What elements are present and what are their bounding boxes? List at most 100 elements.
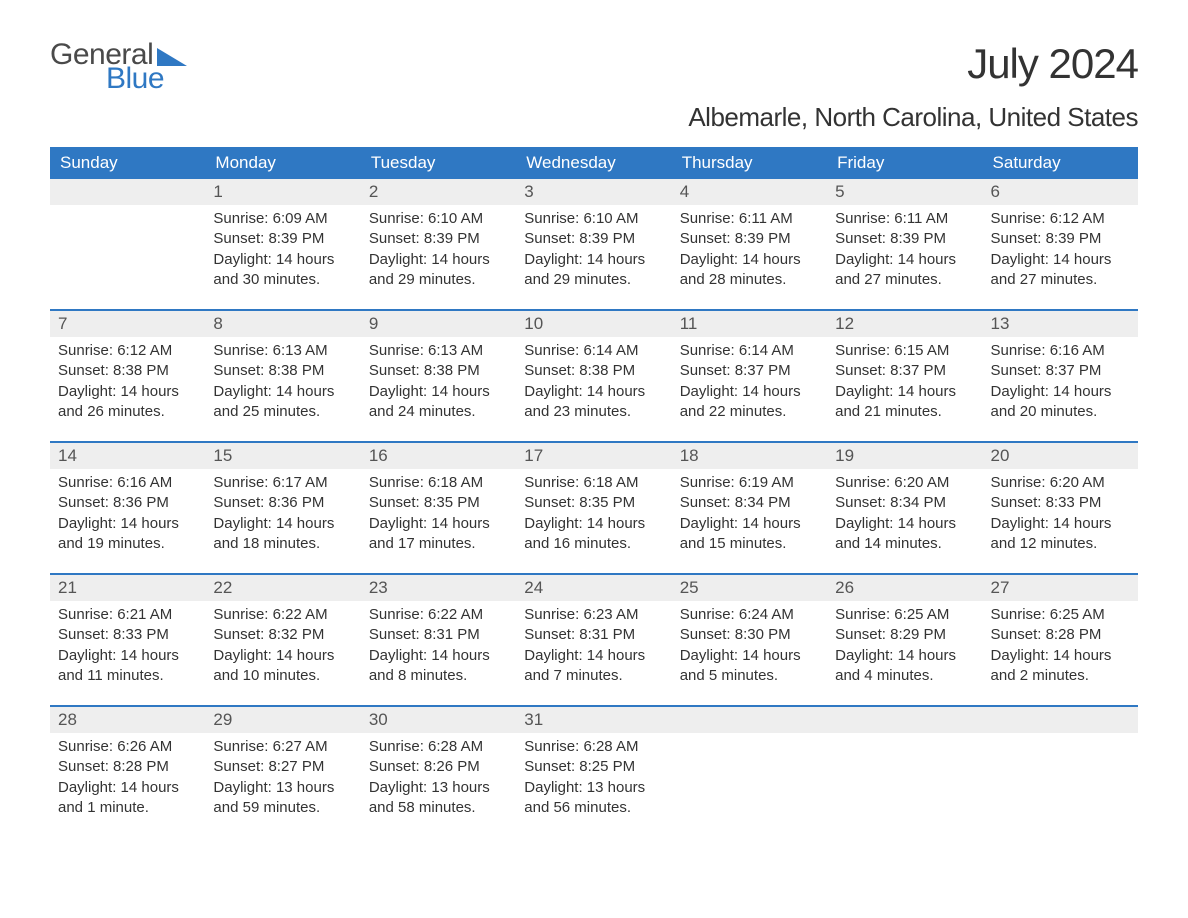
sunrise-text: Sunrise: 6:18 AM [524, 473, 663, 493]
day-details: Sunrise: 6:13 AMSunset: 8:38 PMDaylight:… [361, 337, 516, 422]
day-details: Sunrise: 6:22 AMSunset: 8:31 PMDaylight:… [361, 601, 516, 686]
day-header-cell: Sunday [50, 147, 205, 179]
sunset-text: Sunset: 8:35 PM [369, 493, 508, 513]
sunset-text: Sunset: 8:30 PM [680, 625, 819, 645]
day-number: 26 [827, 575, 982, 601]
day-number: 7 [50, 311, 205, 337]
calendar-cell: 23Sunrise: 6:22 AMSunset: 8:31 PMDayligh… [361, 575, 516, 705]
calendar-cell [50, 179, 205, 309]
day-details: Sunrise: 6:10 AMSunset: 8:39 PMDaylight:… [516, 205, 671, 290]
daylight-text: Daylight: 14 hours and 21 minutes. [835, 382, 974, 423]
sunrise-text: Sunrise: 6:10 AM [524, 209, 663, 229]
day-details: Sunrise: 6:13 AMSunset: 8:38 PMDaylight:… [205, 337, 360, 422]
sunset-text: Sunset: 8:39 PM [835, 229, 974, 249]
sunrise-text: Sunrise: 6:14 AM [680, 341, 819, 361]
daylight-text: Daylight: 14 hours and 19 minutes. [58, 514, 197, 555]
day-details: Sunrise: 6:11 AMSunset: 8:39 PMDaylight:… [827, 205, 982, 290]
day-details: Sunrise: 6:28 AMSunset: 8:25 PMDaylight:… [516, 733, 671, 818]
calendar: Sunday Monday Tuesday Wednesday Thursday… [50, 147, 1138, 837]
day-number: 28 [50, 707, 205, 733]
day-number: 27 [983, 575, 1138, 601]
daylight-text: Daylight: 14 hours and 5 minutes. [680, 646, 819, 687]
day-details: Sunrise: 6:14 AMSunset: 8:38 PMDaylight:… [516, 337, 671, 422]
sunset-text: Sunset: 8:38 PM [213, 361, 352, 381]
day-details: Sunrise: 6:23 AMSunset: 8:31 PMDaylight:… [516, 601, 671, 686]
day-number: 2 [361, 179, 516, 205]
sunset-text: Sunset: 8:34 PM [835, 493, 974, 513]
day-header-row: Sunday Monday Tuesday Wednesday Thursday… [50, 147, 1138, 179]
sunrise-text: Sunrise: 6:28 AM [369, 737, 508, 757]
daylight-text: Daylight: 14 hours and 28 minutes. [680, 250, 819, 291]
calendar-cell [827, 707, 982, 837]
sunrise-text: Sunrise: 6:20 AM [991, 473, 1130, 493]
day-details: Sunrise: 6:18 AMSunset: 8:35 PMDaylight:… [516, 469, 671, 554]
calendar-cell [983, 707, 1138, 837]
day-number: 5 [827, 179, 982, 205]
daylight-text: Daylight: 14 hours and 2 minutes. [991, 646, 1130, 687]
sunrise-text: Sunrise: 6:23 AM [524, 605, 663, 625]
daylight-text: Daylight: 14 hours and 30 minutes. [213, 250, 352, 291]
calendar-cell: 26Sunrise: 6:25 AMSunset: 8:29 PMDayligh… [827, 575, 982, 705]
daylight-text: Daylight: 14 hours and 11 minutes. [58, 646, 197, 687]
calendar-cell: 4Sunrise: 6:11 AMSunset: 8:39 PMDaylight… [672, 179, 827, 309]
daylight-text: Daylight: 14 hours and 4 minutes. [835, 646, 974, 687]
sunrise-text: Sunrise: 6:13 AM [213, 341, 352, 361]
day-header-cell: Thursday [672, 147, 827, 179]
sunset-text: Sunset: 8:26 PM [369, 757, 508, 777]
daylight-text: Daylight: 13 hours and 58 minutes. [369, 778, 508, 819]
sunrise-text: Sunrise: 6:21 AM [58, 605, 197, 625]
daylight-text: Daylight: 14 hours and 22 minutes. [680, 382, 819, 423]
sunrise-text: Sunrise: 6:22 AM [369, 605, 508, 625]
sunrise-text: Sunrise: 6:11 AM [835, 209, 974, 229]
sunrise-text: Sunrise: 6:22 AM [213, 605, 352, 625]
calendar-cell: 9Sunrise: 6:13 AMSunset: 8:38 PMDaylight… [361, 311, 516, 441]
sunset-text: Sunset: 8:37 PM [991, 361, 1130, 381]
sunset-text: Sunset: 8:31 PM [369, 625, 508, 645]
daylight-text: Daylight: 14 hours and 16 minutes. [524, 514, 663, 555]
day-number: 24 [516, 575, 671, 601]
daylight-text: Daylight: 14 hours and 27 minutes. [835, 250, 974, 291]
calendar-cell: 11Sunrise: 6:14 AMSunset: 8:37 PMDayligh… [672, 311, 827, 441]
day-details: Sunrise: 6:14 AMSunset: 8:37 PMDaylight:… [672, 337, 827, 422]
calendar-cell: 1Sunrise: 6:09 AMSunset: 8:39 PMDaylight… [205, 179, 360, 309]
calendar-cell: 5Sunrise: 6:11 AMSunset: 8:39 PMDaylight… [827, 179, 982, 309]
logo: General Blue [50, 40, 187, 94]
sunrise-text: Sunrise: 6:27 AM [213, 737, 352, 757]
sunset-text: Sunset: 8:27 PM [213, 757, 352, 777]
sunrise-text: Sunrise: 6:18 AM [369, 473, 508, 493]
daylight-text: Daylight: 14 hours and 12 minutes. [991, 514, 1130, 555]
daylight-text: Daylight: 14 hours and 29 minutes. [369, 250, 508, 291]
sunset-text: Sunset: 8:38 PM [369, 361, 508, 381]
daylight-text: Daylight: 14 hours and 29 minutes. [524, 250, 663, 291]
daylight-text: Daylight: 14 hours and 10 minutes. [213, 646, 352, 687]
calendar-week: 1Sunrise: 6:09 AMSunset: 8:39 PMDaylight… [50, 179, 1138, 309]
day-header-cell: Friday [827, 147, 982, 179]
location-subtitle: Albemarle, North Carolina, United States [50, 102, 1138, 133]
day-details: Sunrise: 6:15 AMSunset: 8:37 PMDaylight:… [827, 337, 982, 422]
day-number: 31 [516, 707, 671, 733]
sunset-text: Sunset: 8:39 PM [991, 229, 1130, 249]
day-details: Sunrise: 6:20 AMSunset: 8:33 PMDaylight:… [983, 469, 1138, 554]
day-header-cell: Wednesday [516, 147, 671, 179]
day-details: Sunrise: 6:27 AMSunset: 8:27 PMDaylight:… [205, 733, 360, 818]
day-number: 3 [516, 179, 671, 205]
calendar-cell [672, 707, 827, 837]
calendar-cell: 10Sunrise: 6:14 AMSunset: 8:38 PMDayligh… [516, 311, 671, 441]
sunrise-text: Sunrise: 6:09 AM [213, 209, 352, 229]
calendar-cell: 17Sunrise: 6:18 AMSunset: 8:35 PMDayligh… [516, 443, 671, 573]
day-number: 19 [827, 443, 982, 469]
calendar-cell: 22Sunrise: 6:22 AMSunset: 8:32 PMDayligh… [205, 575, 360, 705]
day-number [50, 179, 205, 205]
day-details: Sunrise: 6:26 AMSunset: 8:28 PMDaylight:… [50, 733, 205, 818]
sunset-text: Sunset: 8:36 PM [213, 493, 352, 513]
sunset-text: Sunset: 8:29 PM [835, 625, 974, 645]
daylight-text: Daylight: 13 hours and 56 minutes. [524, 778, 663, 819]
day-number: 6 [983, 179, 1138, 205]
day-details: Sunrise: 6:28 AMSunset: 8:26 PMDaylight:… [361, 733, 516, 818]
day-details: Sunrise: 6:09 AMSunset: 8:39 PMDaylight:… [205, 205, 360, 290]
day-header-cell: Tuesday [361, 147, 516, 179]
daylight-text: Daylight: 14 hours and 25 minutes. [213, 382, 352, 423]
calendar-week: 14Sunrise: 6:16 AMSunset: 8:36 PMDayligh… [50, 441, 1138, 573]
day-number: 25 [672, 575, 827, 601]
sunset-text: Sunset: 8:38 PM [58, 361, 197, 381]
